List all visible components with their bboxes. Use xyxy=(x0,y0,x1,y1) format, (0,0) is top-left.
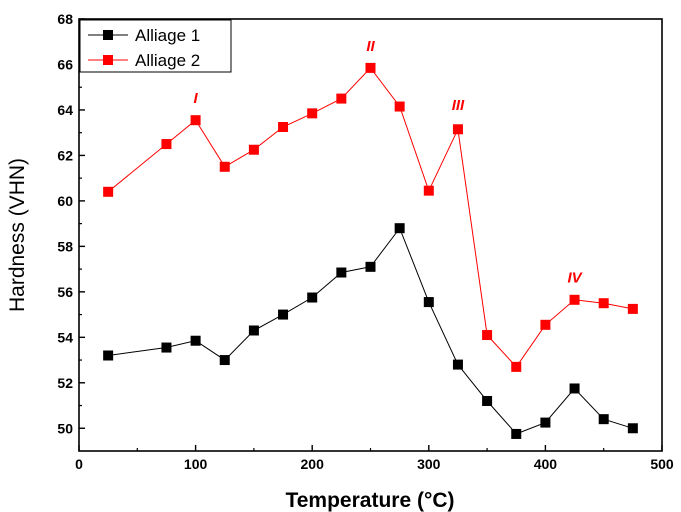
data-point-alliage-2 xyxy=(452,124,463,135)
data-point-alliage-1 xyxy=(190,335,201,346)
legend-marker-alliage-1 xyxy=(103,30,113,40)
data-point-alliage-2 xyxy=(627,303,638,314)
y-tick-label-58: 58 xyxy=(57,238,73,254)
data-point-alliage-2 xyxy=(540,319,551,330)
legend-label-alliage-1: Alliage 1 xyxy=(135,26,200,45)
annotation-iii: III xyxy=(452,97,465,114)
data-point-alliage-2 xyxy=(511,361,522,372)
series-line-alliage-1 xyxy=(108,227,634,435)
annotation-i: I xyxy=(194,90,199,107)
data-point-alliage-2 xyxy=(482,330,493,341)
series-alliage-1 xyxy=(103,223,638,439)
data-point-alliage-1 xyxy=(278,309,289,320)
y-tick-label-52: 52 xyxy=(57,375,73,391)
series-layer xyxy=(103,62,638,439)
series-line-alliage-2 xyxy=(107,67,633,368)
data-point-alliage-2 xyxy=(423,185,434,196)
data-point-alliage-1 xyxy=(394,223,405,234)
data-point-alliage-2 xyxy=(336,93,347,104)
data-point-alliage-1 xyxy=(627,423,638,434)
data-point-alliage-1 xyxy=(219,355,230,366)
data-point-alliage-2 xyxy=(161,139,172,150)
data-point-alliage-1 xyxy=(103,350,114,361)
y-tick-label-68: 68 xyxy=(57,11,73,27)
data-point-alliage-2 xyxy=(278,122,289,132)
data-point-alliage-1 xyxy=(307,292,318,303)
data-point-alliage-1 xyxy=(569,383,580,394)
data-point-alliage-2 xyxy=(394,101,405,112)
x-tick-label-200: 200 xyxy=(301,456,325,472)
y-tick-label-50: 50 xyxy=(57,420,73,436)
x-tick-label-300: 300 xyxy=(417,456,441,472)
data-point-alliage-2 xyxy=(598,298,609,309)
x-axis-title: Temperature (°C) xyxy=(285,489,454,512)
annotation-iv: IV xyxy=(567,270,583,287)
x-tick-label-0: 0 xyxy=(75,456,83,472)
data-point-alliage-1 xyxy=(336,267,347,278)
y-tick-label-66: 66 xyxy=(57,56,73,72)
data-point-alliage-2 xyxy=(569,294,580,305)
x-tick-label-100: 100 xyxy=(184,456,208,472)
data-point-alliage-2 xyxy=(103,186,114,197)
data-point-alliage-1 xyxy=(540,417,551,428)
y-tick-label-56: 56 xyxy=(57,284,73,300)
data-point-alliage-2 xyxy=(248,144,259,155)
data-point-alliage-2 xyxy=(365,62,376,73)
y-tick-label-64: 64 xyxy=(57,102,73,118)
data-point-alliage-1 xyxy=(248,325,259,336)
y-tick-label-62: 62 xyxy=(57,147,73,163)
series-alliage-2 xyxy=(103,62,638,372)
x-tick-label-500: 500 xyxy=(650,456,674,472)
data-point-alliage-1 xyxy=(482,395,493,406)
x-tick-label-400: 400 xyxy=(534,456,558,472)
data-point-alliage-1 xyxy=(452,359,463,370)
data-point-alliage-1 xyxy=(365,261,376,272)
y-axis-title: Hardness (VHN) xyxy=(6,158,29,312)
data-point-alliage-1 xyxy=(423,297,434,308)
legend: Alliage 1 Alliage 2 xyxy=(79,19,232,73)
data-point-alliage-2 xyxy=(219,161,230,172)
data-point-alliage-1 xyxy=(598,414,609,425)
data-point-alliage-1 xyxy=(161,342,172,353)
axes: 0 100 200 300 400 500 50 52 54 56 58 60 62 64 66 68 xyxy=(57,11,673,472)
data-point-alliage-2 xyxy=(190,115,201,126)
legend-marker-alliage-2 xyxy=(103,55,113,65)
legend-label-alliage-2: Alliage 2 xyxy=(135,51,200,70)
annotation-ii: II xyxy=(366,38,375,55)
y-tick-label-54: 54 xyxy=(57,329,73,345)
data-point-alliage-2 xyxy=(307,108,318,119)
y-tick-label-60: 60 xyxy=(57,193,73,209)
data-point-alliage-1 xyxy=(511,428,522,439)
